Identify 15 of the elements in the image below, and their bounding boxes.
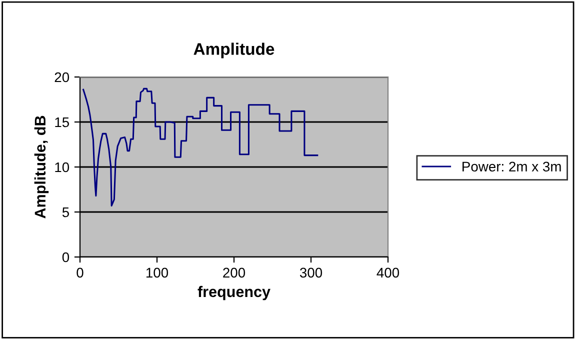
y-axis-title: Amplitude, dB [34, 116, 49, 218]
x-tick-label: 400 [376, 268, 400, 278]
x-tick-label: 0 [76, 268, 84, 278]
y-tick-label: 20 [54, 72, 70, 82]
chart-title: Amplitude [194, 42, 274, 58]
y-tick-label: 10 [55, 162, 70, 172]
x-tick-label: 200 [223, 268, 246, 278]
y-tick-label: 0 [62, 252, 70, 262]
x-tick-label: 300 [300, 268, 322, 278]
legend-label: Power: 2m x 3m [462, 162, 561, 172]
x-tick-label: 100 [146, 268, 168, 278]
y-tick-label: 5 [62, 207, 69, 218]
x-axis-title: frequency [198, 286, 270, 300]
line-series [82, 88, 318, 206]
y-tick-label: 15 [55, 117, 70, 128]
